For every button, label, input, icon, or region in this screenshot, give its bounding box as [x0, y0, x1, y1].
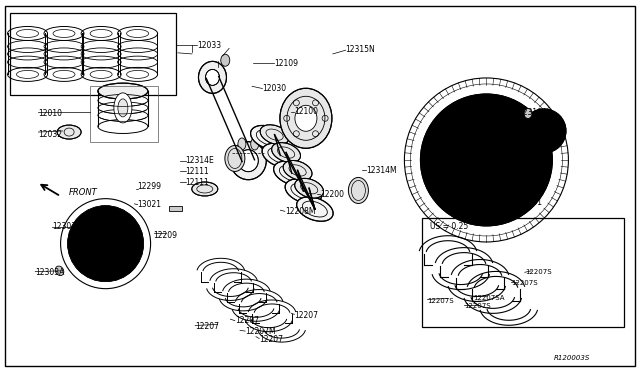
Ellipse shape [262, 143, 299, 168]
Text: 12207: 12207 [259, 335, 283, 344]
Text: 12315N: 12315N [346, 45, 375, 54]
Text: 12032: 12032 [38, 130, 63, 139]
Text: 12310A: 12310A [518, 108, 548, 117]
Ellipse shape [296, 197, 333, 221]
Text: 12207M: 12207M [245, 327, 276, 336]
Bar [10, 13, 176, 95]
Bar [422, 218, 624, 327]
Ellipse shape [238, 138, 246, 150]
Ellipse shape [238, 150, 259, 172]
Ellipse shape [273, 161, 310, 186]
Text: 12033: 12033 [197, 41, 221, 50]
Ellipse shape [251, 138, 259, 150]
Text: 12333: 12333 [518, 126, 543, 135]
Circle shape [68, 206, 143, 282]
Ellipse shape [114, 93, 132, 123]
Text: 13021: 13021 [138, 200, 162, 209]
Text: US = 0.25: US = 0.25 [430, 222, 468, 231]
Ellipse shape [221, 54, 230, 66]
Text: 12331: 12331 [518, 198, 543, 207]
Circle shape [420, 94, 552, 226]
Text: 12207: 12207 [195, 322, 219, 331]
Text: 12207S: 12207S [525, 269, 552, 275]
Ellipse shape [250, 125, 287, 150]
Text: 12303A: 12303A [35, 268, 65, 277]
Text: 12207SA: 12207SA [474, 295, 505, 301]
Text: 12207: 12207 [294, 311, 319, 320]
Text: 12030: 12030 [262, 84, 287, 93]
Ellipse shape [285, 179, 322, 203]
Ellipse shape [294, 178, 324, 198]
Text: 12314E: 12314E [186, 156, 214, 165]
Text: FRONT: FRONT [69, 188, 98, 197]
Circle shape [468, 142, 504, 178]
Text: 12200: 12200 [320, 190, 344, 199]
Text: 12100: 12100 [294, 107, 319, 116]
Ellipse shape [230, 142, 266, 180]
Ellipse shape [205, 69, 220, 86]
Ellipse shape [260, 125, 289, 145]
Ellipse shape [524, 109, 532, 118]
Text: 12299: 12299 [138, 182, 162, 191]
Text: 12208M: 12208M [285, 207, 316, 216]
Ellipse shape [225, 145, 245, 171]
Ellipse shape [55, 266, 64, 276]
Text: 12207S: 12207S [511, 280, 538, 286]
Text: R120003S: R120003S [554, 355, 590, 361]
Text: 12207S: 12207S [428, 298, 454, 304]
Ellipse shape [348, 177, 369, 203]
Ellipse shape [192, 182, 218, 196]
Text: 12010: 12010 [38, 109, 63, 118]
Circle shape [93, 232, 118, 256]
Bar [90, 86, 158, 142]
Text: 12330: 12330 [479, 216, 503, 225]
Ellipse shape [295, 105, 317, 131]
Bar [169, 206, 182, 211]
Ellipse shape [118, 99, 128, 117]
Ellipse shape [271, 142, 301, 163]
Text: 12314M: 12314M [366, 166, 397, 175]
Text: 12207: 12207 [235, 316, 259, 325]
Text: 12111: 12111 [186, 167, 209, 176]
Text: 12109: 12109 [274, 59, 298, 68]
Ellipse shape [280, 88, 332, 148]
Ellipse shape [98, 83, 148, 99]
Ellipse shape [283, 160, 312, 180]
Text: 12303: 12303 [52, 222, 77, 231]
Text: 12111: 12111 [186, 178, 209, 187]
Ellipse shape [57, 125, 81, 139]
Text: 12207S: 12207S [464, 303, 491, 309]
Text: 12209: 12209 [154, 231, 178, 240]
Circle shape [522, 109, 566, 153]
Ellipse shape [198, 61, 227, 93]
